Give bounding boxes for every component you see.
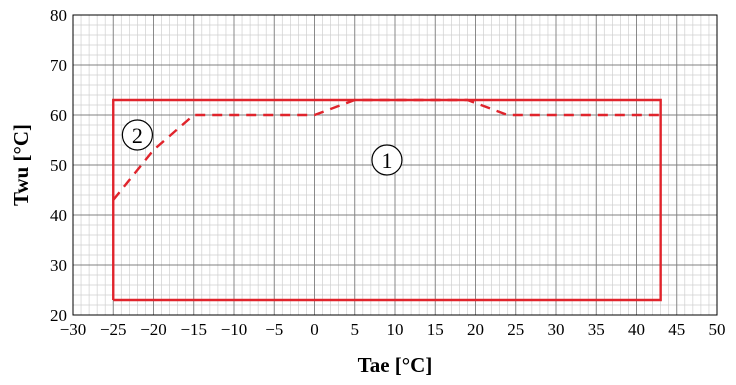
x-tick-label: −15 (180, 320, 207, 339)
x-tick-label: −25 (100, 320, 127, 339)
y-axis-title: Twu [°C] (9, 124, 33, 206)
y-tick-label: 60 (50, 106, 67, 125)
x-tick-label: 35 (588, 320, 605, 339)
x-tick-label: 25 (507, 320, 524, 339)
x-axis-title: Tae [°C] (358, 353, 433, 377)
y-tick-label: 80 (50, 6, 67, 25)
x-tick-label: 15 (427, 320, 444, 339)
y-tick-label: 50 (50, 156, 67, 175)
series-line-solid (112, 98, 662, 302)
region-marker-label: 1 (381, 148, 392, 173)
series-layer (112, 98, 662, 302)
annotation-layer: 12 (121, 119, 403, 176)
plot-frame (72, 14, 718, 316)
x-tick-label: 50 (709, 320, 726, 339)
x-axis-ticks: −30 −25 −20 −15 −10 −5 0 5 10 15 20 25 30 35 40 45 50 (60, 320, 726, 339)
x-tick-label: −10 (221, 320, 248, 339)
x-tick-label: −5 (265, 320, 283, 339)
region-marker-circle (121, 119, 153, 151)
y-axis-ticks: 20 30 40 50 60 70 80 (50, 6, 67, 325)
y-tick-label: 70 (50, 56, 67, 75)
y-tick-label: 40 (50, 206, 67, 225)
y-tick-label: 30 (50, 256, 67, 275)
x-tick-label: 5 (351, 320, 360, 339)
region-marker-label: 2 (132, 123, 143, 148)
region-marker-circle (371, 144, 403, 176)
x-tick-label: −30 (60, 320, 87, 339)
series-line-dashed (112, 98, 661, 201)
y-tick-label: 20 (50, 306, 67, 325)
x-tick-label: −20 (140, 320, 167, 339)
x-tick-label: 30 (548, 320, 565, 339)
x-tick-label: 20 (467, 320, 484, 339)
x-tick-label: 40 (628, 320, 645, 339)
x-tick-label: 45 (668, 320, 685, 339)
x-tick-label: 0 (310, 320, 319, 339)
x-tick-label: 10 (387, 320, 404, 339)
